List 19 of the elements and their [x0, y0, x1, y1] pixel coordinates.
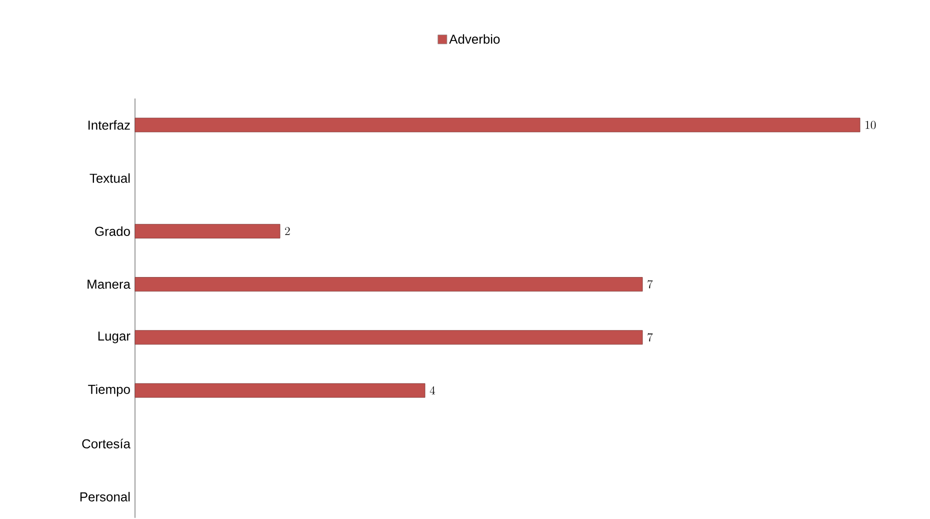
data-label: 2: [285, 227, 290, 236]
bar: [134, 383, 426, 398]
y-tick-label: Cortesía: [82, 438, 130, 448]
data-label: 10: [866, 120, 876, 130]
data-label: 4: [430, 386, 436, 394]
data-label: 7: [648, 333, 653, 342]
y-tick-label: Manera: [88, 280, 130, 289]
y-tick-label: Tiempo: [88, 384, 130, 397]
bar: [134, 118, 860, 132]
y-tick-label: Textual: [90, 173, 130, 183]
data-label: 7: [648, 280, 653, 288]
bar: [134, 330, 643, 345]
y-tick-label: Personal: [80, 492, 130, 502]
legend-label: Adverbio: [449, 34, 500, 44]
y-tick-label: Grado: [95, 226, 130, 236]
y-tick-label: Lugar: [98, 332, 130, 344]
y-tick-label: Interfaz: [88, 120, 130, 130]
bar: [134, 277, 643, 292]
bar: [134, 224, 280, 238]
